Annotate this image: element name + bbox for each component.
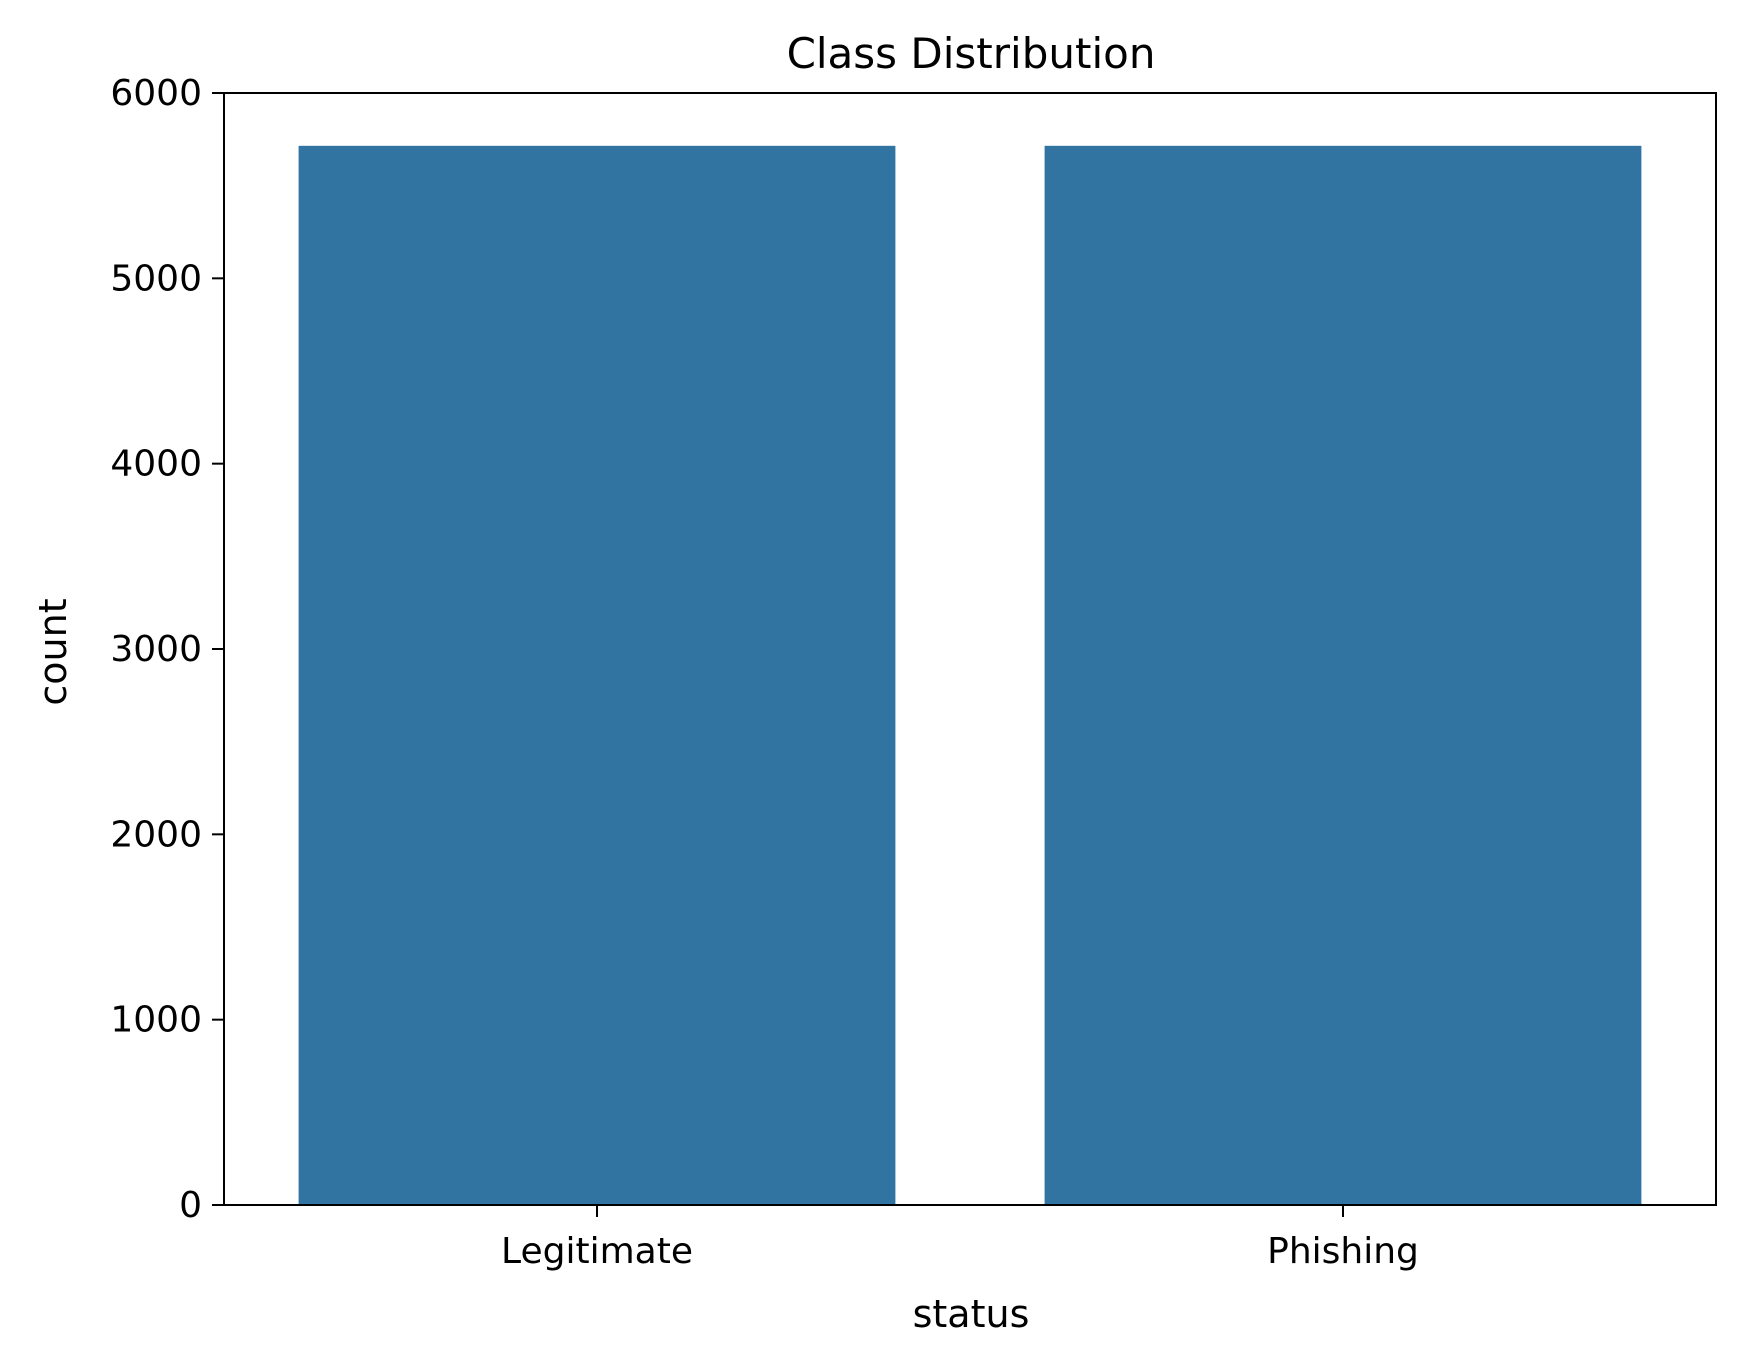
x-tick-label: Legitimate [501,1231,693,1272]
y-tick-label: 0 [179,1185,202,1226]
chart-title: Class Distribution [787,29,1156,78]
chart-marks [298,145,1642,1205]
bar-legitimate [298,145,896,1205]
y-tick-label: 3000 [110,629,202,670]
y-tick-label: 1000 [110,1000,202,1041]
y-tick-label: 5000 [110,258,202,299]
axis-ticks: Legitimate Phishing 0 1000 2000 3000 4000 5000 6… [110,73,1419,1272]
bar-phishing [1044,145,1642,1205]
y-axis-label: count [31,598,75,705]
y-tick-label: 4000 [110,444,202,485]
x-tick-label: Phishing [1267,1231,1419,1272]
y-tick-label: 2000 [110,814,202,855]
y-tick-label: 6000 [110,73,202,114]
x-axis-label: status [913,1292,1030,1336]
